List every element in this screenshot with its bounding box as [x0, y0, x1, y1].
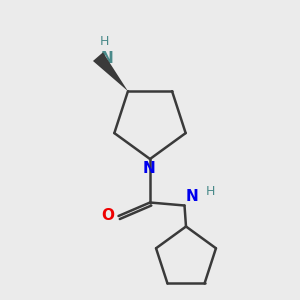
Text: H: H	[100, 35, 109, 48]
Text: O: O	[101, 208, 114, 224]
Text: N: N	[142, 161, 155, 176]
Text: H: H	[206, 185, 215, 198]
Text: N: N	[101, 51, 114, 66]
Polygon shape	[93, 52, 128, 91]
Text: N: N	[186, 189, 199, 204]
